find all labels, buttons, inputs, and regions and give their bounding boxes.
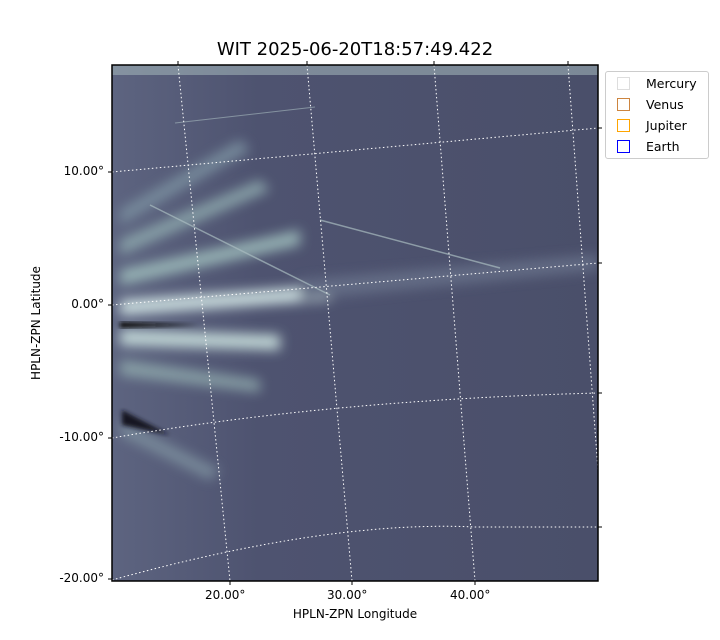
x-axis-label: HPLN-ZPN Longitude — [292, 607, 418, 621]
x-tick-label: 30.00° — [327, 588, 368, 602]
legend: Mercury Venus Jupiter Earth — [605, 71, 709, 159]
y-tick-label: -20.00° — [59, 571, 104, 585]
legend-label: Jupiter — [646, 117, 687, 133]
solar-image — [112, 65, 598, 581]
legend-swatch — [617, 118, 630, 132]
legend-swatch — [617, 139, 630, 153]
legend-item-mercury: Mercury — [617, 74, 697, 92]
legend-label: Earth — [646, 138, 680, 154]
legend-swatch — [617, 76, 630, 90]
legend-label: Mercury — [646, 75, 697, 91]
y-tick-label: -10.00° — [59, 430, 104, 444]
y-tick-label: 0.00° — [71, 297, 104, 311]
legend-label: Venus — [646, 96, 684, 112]
chart-title: WIT 2025-06-20T18:57:49.422 — [216, 39, 494, 60]
legend-swatch — [617, 97, 630, 111]
x-tick-label: 40.00° — [450, 588, 491, 602]
y-tick-label: 10.00° — [63, 164, 104, 178]
legend-item-venus: Venus — [617, 95, 684, 113]
legend-item-jupiter: Jupiter — [617, 116, 687, 134]
x-tick-label: 20.00° — [205, 588, 246, 602]
grid-lines — [112, 65, 598, 581]
y-axis-label: HPLN-ZPN Latitude — [29, 266, 43, 380]
legend-item-earth: Earth — [617, 137, 680, 155]
